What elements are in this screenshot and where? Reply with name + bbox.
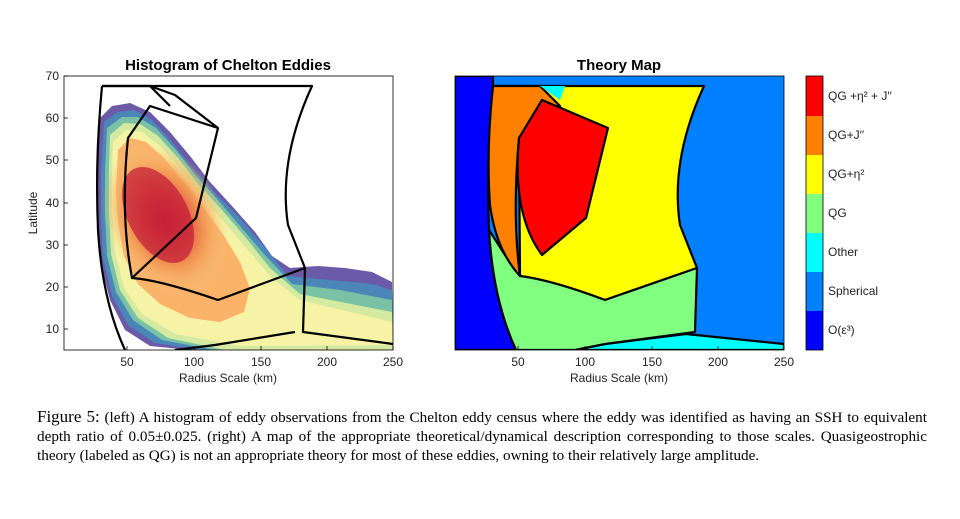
region-qg bbox=[487, 228, 699, 350]
legend-label: QG +η² + J′′ bbox=[828, 89, 893, 103]
left-yaxis: 10 20 30 40 50 60 70 bbox=[46, 69, 68, 336]
legend-swatch bbox=[806, 311, 823, 350]
legend-label: Other bbox=[828, 245, 858, 259]
left-xaxis-label: Radius Scale (km) bbox=[179, 371, 277, 385]
colorbar: QG +η² + J′′ QG+J′′ QG+η² QG Other Spher… bbox=[805, 75, 893, 351]
outline-qg-region bbox=[131, 266, 306, 302]
left-ytick-label: 60 bbox=[46, 111, 60, 125]
legend-swatch bbox=[806, 116, 823, 155]
left-yaxis-label: Latitude bbox=[26, 191, 40, 234]
outline-yellow-region bbox=[149, 84, 219, 129]
legend-label: QG bbox=[828, 206, 847, 220]
legend-swatch bbox=[806, 194, 823, 233]
colorbar-frame bbox=[805, 75, 824, 351]
left-xtick-label: 250 bbox=[383, 355, 403, 369]
right-xtick-label: 150 bbox=[642, 355, 662, 369]
legend-label: Spherical bbox=[828, 284, 878, 298]
outline-outer bbox=[102, 84, 393, 346]
left-regime-outlines bbox=[96, 84, 393, 350]
right-plot-title: Theory Map bbox=[577, 57, 661, 74]
legend-swatch bbox=[806, 272, 823, 311]
theory-map-regions bbox=[455, 76, 784, 350]
left-ytick-label: 50 bbox=[46, 153, 60, 167]
right-xtick-label: 250 bbox=[774, 355, 794, 369]
right-xtick-label: 100 bbox=[575, 355, 595, 369]
outline-left-edge bbox=[96, 85, 126, 350]
left-xtick-label: 200 bbox=[317, 355, 337, 369]
right-xtick-label: 200 bbox=[708, 355, 728, 369]
legend-swatch bbox=[806, 233, 823, 272]
right-xtick-label: 50 bbox=[511, 355, 525, 369]
left-ytick-label: 40 bbox=[46, 196, 60, 210]
legend-label: O(ε³) bbox=[828, 323, 855, 337]
left-ytick-label: 10 bbox=[46, 322, 60, 336]
left-xtick-label: 150 bbox=[251, 355, 271, 369]
region-cyan-strip bbox=[540, 86, 565, 100]
left-xaxis: 50 100 150 200 250 bbox=[120, 346, 403, 369]
legend-swatch bbox=[806, 155, 823, 194]
caption-label: Figure 5: bbox=[37, 407, 100, 426]
legend-swatch bbox=[806, 76, 823, 116]
figure-caption: Figure 5: (left) A histogram of eddy obs… bbox=[37, 407, 927, 465]
histogram-density bbox=[96, 103, 393, 350]
left-xtick-label: 100 bbox=[184, 355, 204, 369]
right-axes-box bbox=[454, 75, 785, 351]
left-axes-box bbox=[63, 75, 394, 351]
left-ytick-label: 20 bbox=[46, 280, 60, 294]
right-xaxis: 50 100 150 200 250 bbox=[511, 346, 794, 369]
outline-bottom bbox=[174, 330, 296, 350]
figure-panels: Histogram of Chelton Eddies 50 bbox=[26, 57, 893, 385]
left-plot-title: Histogram of Chelton Eddies bbox=[125, 57, 331, 74]
density-core-inner bbox=[121, 166, 195, 264]
legend-label: QG+J′′ bbox=[828, 128, 865, 142]
caption-text: (left) A histogram of eddy observations … bbox=[37, 409, 927, 464]
left-ytick-label: 70 bbox=[46, 69, 60, 83]
region-red bbox=[516, 98, 610, 257]
outline-red-region bbox=[123, 104, 220, 280]
legend-label: QG+η² bbox=[828, 167, 864, 181]
right-xaxis-label: Radius Scale (km) bbox=[570, 371, 668, 385]
left-xtick-label: 50 bbox=[120, 355, 134, 369]
left-ytick-label: 30 bbox=[46, 238, 60, 252]
